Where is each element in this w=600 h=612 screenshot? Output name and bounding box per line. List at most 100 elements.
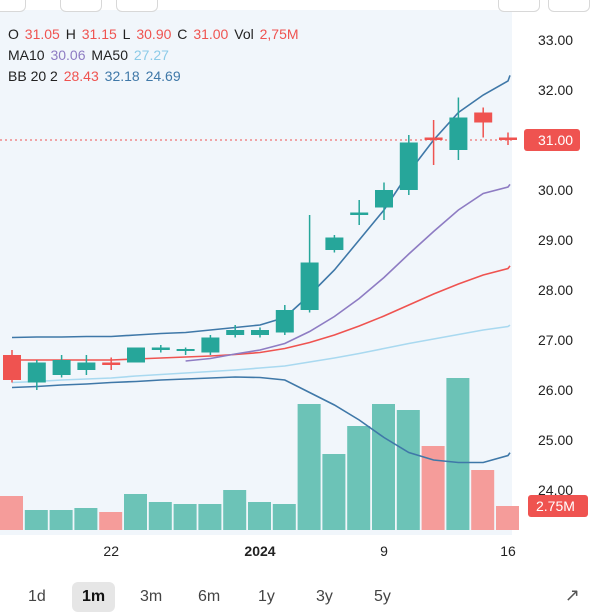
volume-bar	[74, 508, 98, 530]
volume-bar	[496, 506, 519, 530]
price-tick-label: 24.00	[538, 482, 573, 498]
time-tick-label: 2024	[244, 543, 275, 559]
candle-body	[424, 137, 443, 140]
candle-body	[325, 237, 344, 250]
price-tick-label: 29.00	[538, 232, 573, 248]
ohlc-legend: O 31.05 H 31.15 L 30.90 C 31.00 Vol 2,75…	[8, 26, 301, 42]
volume-bar	[148, 502, 172, 530]
ma50-value: 27.27	[133, 47, 169, 63]
time-tick-label: 9	[380, 543, 388, 559]
price-tick-label: 25.00	[538, 432, 573, 448]
range-tab-1m[interactable]: 1m	[72, 582, 116, 612]
ma50-label: MA50	[91, 47, 128, 63]
bb-lower-value: 28.43	[63, 68, 99, 84]
candle-body	[151, 347, 170, 350]
close-value: 31.00	[193, 26, 229, 42]
toolbar-button-4[interactable]	[498, 0, 540, 12]
bb-label: BB 20 2	[8, 68, 58, 84]
candle-body	[251, 330, 269, 335]
volume-bar	[322, 454, 346, 530]
volume-bar	[223, 490, 247, 530]
high-label: H	[65, 26, 76, 42]
candle-body	[300, 262, 319, 310]
volume-bar	[99, 512, 123, 530]
bb-upper-value: 32.18	[104, 68, 140, 84]
volume-bar	[173, 504, 197, 530]
last-price-badge	[524, 129, 580, 151]
ma10-value: 30.06	[50, 47, 86, 63]
bollinger-upper-line	[11, 75, 511, 339]
time-tick-label: 22	[103, 543, 119, 559]
ma50-line	[12, 265, 511, 361]
last-price-label: 31.00	[538, 132, 573, 148]
toolbar-button-3[interactable]	[116, 0, 158, 12]
candle-body	[474, 112, 493, 123]
candle-body	[275, 310, 294, 333]
last-volume-label: 2.75M	[536, 498, 575, 514]
candle-body	[399, 142, 418, 190]
candle-body	[102, 362, 121, 365]
range-tab-1y[interactable]: 1y	[248, 582, 285, 612]
time-axis: 22 2024 9 16	[103, 543, 516, 559]
candle-body	[176, 349, 195, 351]
volume-bar	[347, 426, 371, 530]
price-axis: 33.00 32.00 31.00 30.00 29.00 28.00 27.00 26.00…	[524, 32, 588, 517]
candle-body	[226, 330, 245, 335]
price-tick-label: 26.00	[538, 382, 573, 398]
range-tab-3m[interactable]: 3m	[130, 582, 172, 612]
open-label: O	[8, 26, 19, 42]
volume-bar	[198, 504, 222, 530]
candle-body	[201, 337, 220, 353]
close-label: C	[177, 26, 188, 42]
volume-bar	[0, 496, 23, 530]
volume-bar	[446, 378, 470, 530]
ma10-label: MA10	[8, 47, 45, 63]
volume-bar	[372, 404, 395, 530]
indicator-lines	[0, 75, 512, 464]
candle-body	[127, 347, 145, 363]
low-value: 30.90	[136, 26, 172, 42]
volume-bar	[471, 470, 495, 530]
price-tick-label: 27.00	[538, 332, 573, 348]
price-tick-label: 32.00	[538, 82, 573, 98]
volume-bar	[24, 510, 48, 530]
low-label: L	[122, 26, 131, 42]
high-value: 31.15	[81, 26, 117, 42]
volume-bar	[272, 504, 296, 530]
range-selector: 1d 1m 3m 6m 1y 3y 5y	[0, 578, 600, 612]
ma10-line	[185, 183, 511, 362]
toolbar-button-2[interactable]	[60, 0, 102, 12]
candle-body	[499, 137, 517, 140]
candle-layer	[3, 97, 517, 390]
range-tab-3y[interactable]: 3y	[306, 582, 343, 612]
ma-long-line	[11, 324, 511, 384]
volume-bar	[297, 404, 321, 530]
price-tick-label: 30.00	[538, 182, 573, 198]
price-tick-label: 33.00	[538, 32, 573, 48]
open-value: 31.05	[24, 26, 60, 42]
last-volume-badge	[528, 495, 588, 517]
candle-body	[3, 355, 21, 380]
ma-legend: MA10 30.06 MA50 27.27	[8, 47, 171, 63]
candle-body	[27, 362, 46, 383]
volume-bar	[421, 446, 445, 530]
candle-body	[375, 190, 393, 208]
bollinger-lower-line	[11, 376, 511, 464]
toolbar-button-5[interactable]	[548, 0, 590, 12]
range-tab-5y[interactable]: 5y	[364, 582, 401, 612]
volume-bar	[124, 494, 147, 530]
volume-bar	[49, 510, 73, 530]
volume-bar	[396, 410, 420, 530]
range-tab-1d[interactable]: 1d	[18, 582, 56, 612]
price-tick-label: 28.00	[538, 282, 573, 298]
toolbar-button-1[interactable]	[0, 0, 26, 12]
volume-value: 2,75M	[259, 26, 299, 42]
bb-legend: BB 20 2 28.43 32.18 24.69	[8, 68, 183, 84]
expand-icon[interactable]: ↗	[564, 585, 580, 605]
volume-layer	[0, 378, 519, 530]
time-tick-label: 16	[500, 543, 516, 559]
candle-body	[350, 212, 369, 215]
range-tab-6m[interactable]: 6m	[188, 582, 230, 612]
candle-body	[77, 362, 96, 370]
